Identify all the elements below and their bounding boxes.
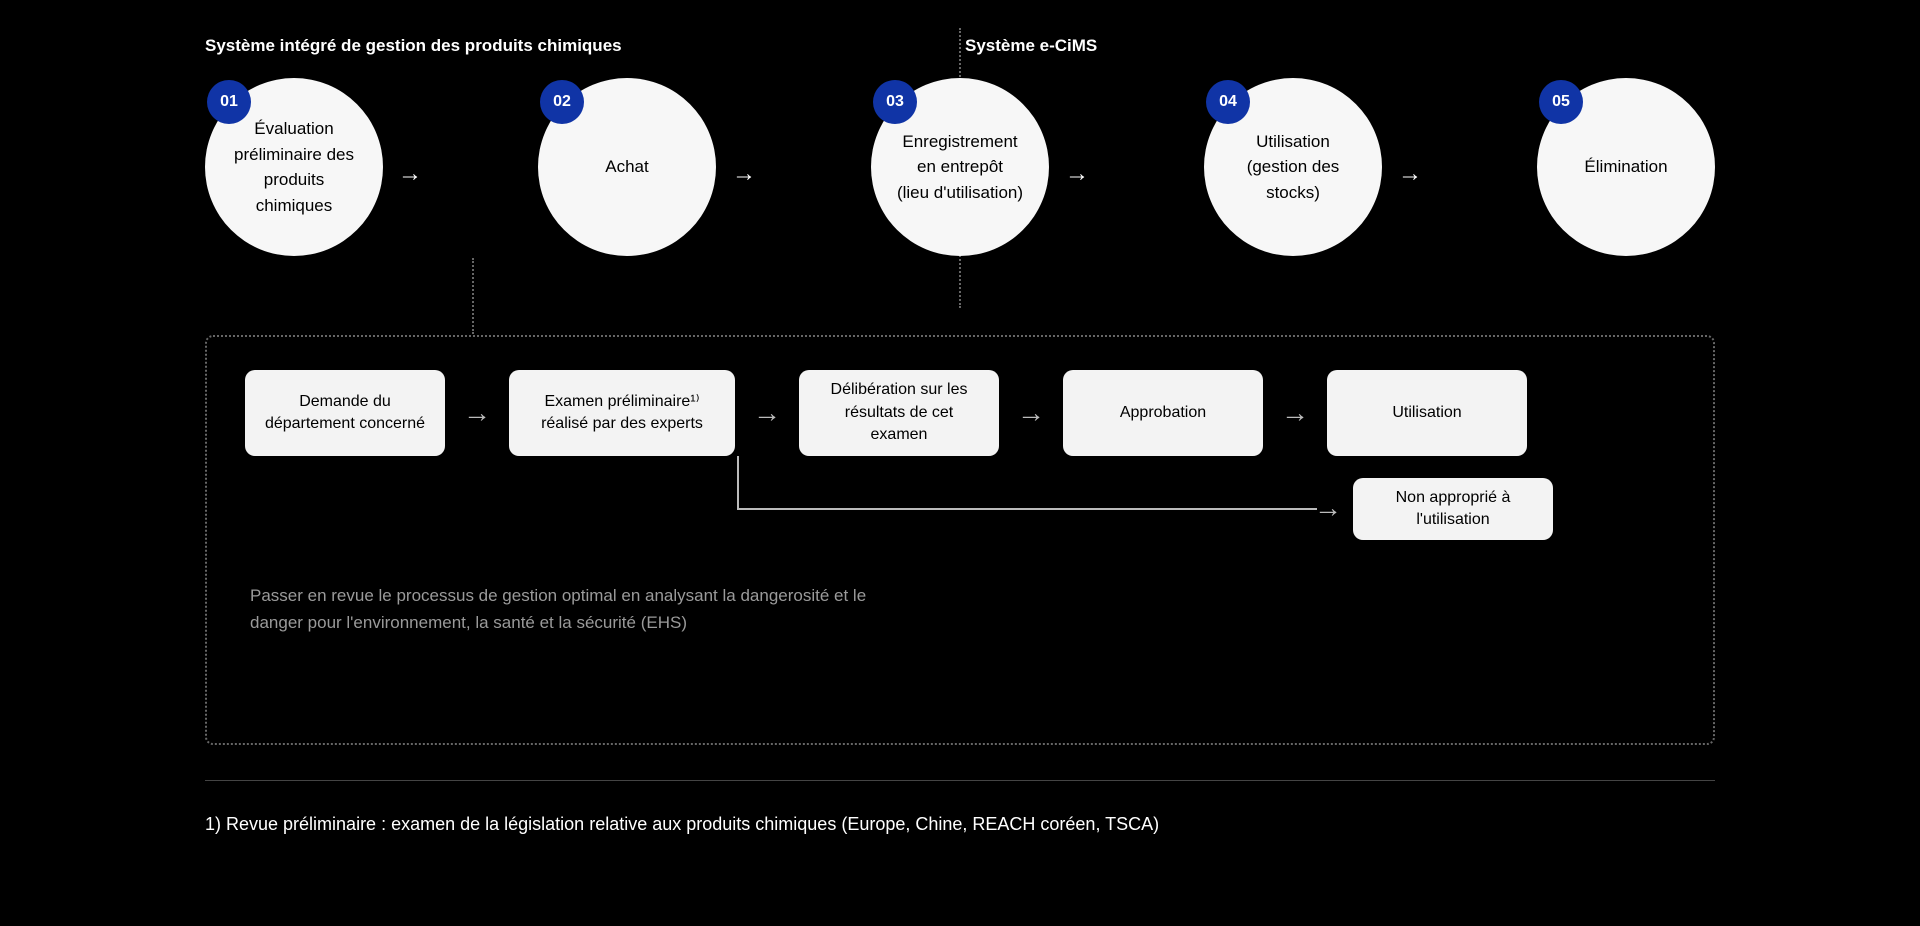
- circle-step-3: Enregistrement en entrepôt(lieu d'utilis…: [871, 78, 1049, 256]
- arrow-icon: →: [1017, 397, 1045, 429]
- branch-line-horizontal: [737, 508, 1317, 510]
- badge-01: 01: [207, 80, 251, 124]
- separator-line: [205, 780, 1715, 781]
- circle-step-4: Utilisation(gestion des stocks) 04: [1204, 78, 1382, 256]
- footnote-text: Passer en revue le processus de gestion …: [250, 582, 900, 636]
- arrow-icon: →: [1281, 397, 1309, 429]
- sub-process-row: Demande du département concerné → Examen…: [245, 370, 1527, 456]
- arrow-icon: →: [1065, 160, 1089, 188]
- sub-step-5: Utilisation: [1327, 370, 1527, 456]
- sub-step-4: Approbation: [1063, 370, 1263, 456]
- diagram-container: Système intégré de gestion des produits …: [0, 0, 1920, 926]
- arrow-icon: →: [398, 160, 422, 188]
- circles-row: Évaluation préliminaire des produits chi…: [205, 78, 1715, 256]
- sub-step-1: Demande du département concerné: [245, 370, 445, 456]
- sub-step-3: Délibération sur les résultats de cet ex…: [799, 370, 999, 456]
- circle-step-5: Élimination 05: [1537, 78, 1715, 256]
- branch-line-vertical: [737, 456, 739, 508]
- badge-02: 02: [540, 80, 584, 124]
- arrow-icon: →: [1398, 160, 1422, 188]
- circle-step-2: Achat 02: [538, 78, 716, 256]
- connector-dotted: [472, 258, 474, 334]
- arrow-icon: →: [732, 160, 756, 188]
- header-left: Système intégré de gestion des produits …: [205, 36, 622, 56]
- header-right: Système e-CiMS: [965, 36, 1097, 56]
- arrow-icon: →: [1314, 492, 1342, 524]
- sub-step-2: Examen préliminaire¹⁾ réalisé par des ex…: [509, 370, 735, 456]
- arrow-icon: →: [463, 397, 491, 429]
- bottom-note: 1) Revue préliminaire : examen de la lég…: [205, 814, 1159, 835]
- sub-step-alt: Non approprié à l'utilisation: [1353, 478, 1553, 540]
- badge-04: 04: [1206, 80, 1250, 124]
- arrow-icon: →: [753, 397, 781, 429]
- badge-03: 03: [873, 80, 917, 124]
- badge-05: 05: [1539, 80, 1583, 124]
- circle-step-1: Évaluation préliminaire des produits chi…: [205, 78, 383, 256]
